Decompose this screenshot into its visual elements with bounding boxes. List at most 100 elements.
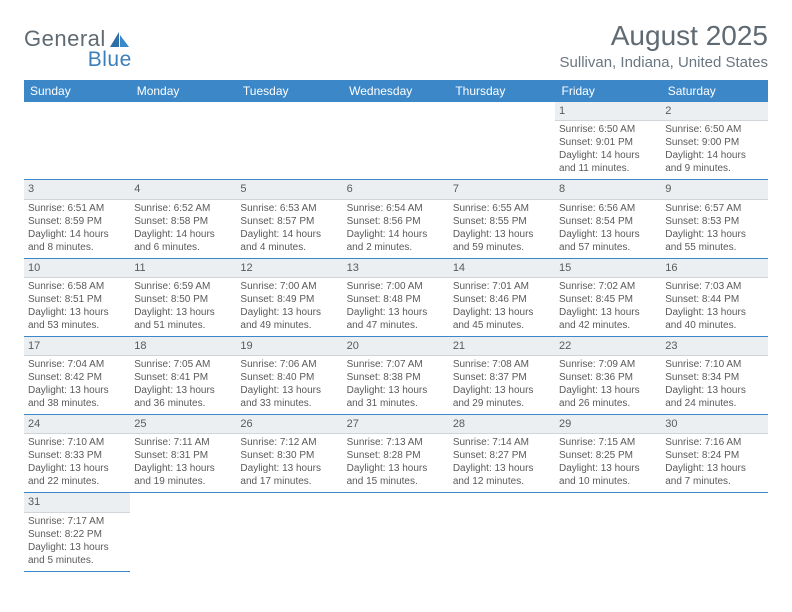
calendar-cell: 11Sunrise: 6:59 AMSunset: 8:50 PMDayligh… — [130, 258, 236, 336]
day-number: 28 — [449, 415, 555, 434]
daylight-text: Daylight: 14 hours and 4 minutes. — [240, 228, 338, 254]
sunset-text: Sunset: 8:50 PM — [134, 293, 232, 306]
day-body: Sunrise: 7:05 AMSunset: 8:41 PMDaylight:… — [130, 356, 236, 414]
daylight-text: Daylight: 14 hours and 6 minutes. — [134, 228, 232, 254]
day-body: Sunrise: 7:16 AMSunset: 8:24 PMDaylight:… — [661, 434, 767, 492]
daylight-text: Daylight: 13 hours and 57 minutes. — [559, 228, 657, 254]
sunset-text: Sunset: 8:48 PM — [347, 293, 445, 306]
day-body: Sunrise: 7:11 AMSunset: 8:31 PMDaylight:… — [130, 434, 236, 492]
calendar-table: SundayMondayTuesdayWednesdayThursdayFrid… — [24, 80, 768, 572]
sunset-text: Sunset: 8:27 PM — [453, 449, 551, 462]
day-number: 30 — [661, 415, 767, 434]
calendar-body: 1Sunrise: 6:50 AMSunset: 9:01 PMDaylight… — [24, 102, 768, 571]
sunset-text: Sunset: 8:41 PM — [134, 371, 232, 384]
day-body: Sunrise: 6:55 AMSunset: 8:55 PMDaylight:… — [449, 200, 555, 258]
sunrise-text: Sunrise: 6:58 AM — [28, 280, 126, 293]
day-number: 7 — [449, 180, 555, 199]
calendar-cell: 4Sunrise: 6:52 AMSunset: 8:58 PMDaylight… — [130, 180, 236, 258]
day-number: 22 — [555, 337, 661, 356]
daylight-text: Daylight: 13 hours and 22 minutes. — [28, 462, 126, 488]
calendar-cell — [236, 493, 342, 571]
sunset-text: Sunset: 8:44 PM — [665, 293, 763, 306]
sunrise-text: Sunrise: 7:13 AM — [347, 436, 445, 449]
sunrise-text: Sunrise: 7:10 AM — [665, 358, 763, 371]
day-body: Sunrise: 7:09 AMSunset: 8:36 PMDaylight:… — [555, 356, 661, 414]
sunset-text: Sunset: 8:45 PM — [559, 293, 657, 306]
daylight-text: Daylight: 13 hours and 15 minutes. — [347, 462, 445, 488]
sunrise-text: Sunrise: 6:50 AM — [665, 123, 763, 136]
calendar-cell: 12Sunrise: 7:00 AMSunset: 8:49 PMDayligh… — [236, 258, 342, 336]
day-body: Sunrise: 7:15 AMSunset: 8:25 PMDaylight:… — [555, 434, 661, 492]
weekday-header: Friday — [555, 80, 661, 102]
weekday-header: Thursday — [449, 80, 555, 102]
sunrise-text: Sunrise: 7:07 AM — [347, 358, 445, 371]
daylight-text: Daylight: 13 hours and 59 minutes. — [453, 228, 551, 254]
calendar-cell: 16Sunrise: 7:03 AMSunset: 8:44 PMDayligh… — [661, 258, 767, 336]
sunset-text: Sunset: 8:54 PM — [559, 215, 657, 228]
day-number: 3 — [24, 180, 130, 199]
day-body: Sunrise: 7:14 AMSunset: 8:27 PMDaylight:… — [449, 434, 555, 492]
daylight-text: Daylight: 13 hours and 47 minutes. — [347, 306, 445, 332]
sunrise-text: Sunrise: 7:12 AM — [240, 436, 338, 449]
daylight-text: Daylight: 13 hours and 49 minutes. — [240, 306, 338, 332]
sunrise-text: Sunrise: 7:00 AM — [240, 280, 338, 293]
daylight-text: Daylight: 13 hours and 5 minutes. — [28, 541, 126, 567]
sunrise-text: Sunrise: 6:54 AM — [347, 202, 445, 215]
calendar-cell — [130, 102, 236, 180]
weekday-header: Wednesday — [343, 80, 449, 102]
sunset-text: Sunset: 8:42 PM — [28, 371, 126, 384]
day-body: Sunrise: 7:02 AMSunset: 8:45 PMDaylight:… — [555, 278, 661, 336]
day-body: Sunrise: 6:54 AMSunset: 8:56 PMDaylight:… — [343, 200, 449, 258]
day-body: Sunrise: 6:53 AMSunset: 8:57 PMDaylight:… — [236, 200, 342, 258]
sunrise-text: Sunrise: 6:57 AM — [665, 202, 763, 215]
day-number: 5 — [236, 180, 342, 199]
calendar-cell: 8Sunrise: 6:56 AMSunset: 8:54 PMDaylight… — [555, 180, 661, 258]
daylight-text: Daylight: 13 hours and 31 minutes. — [347, 384, 445, 410]
sunrise-text: Sunrise: 6:50 AM — [559, 123, 657, 136]
calendar-cell: 9Sunrise: 6:57 AMSunset: 8:53 PMDaylight… — [661, 180, 767, 258]
calendar-head: SundayMondayTuesdayWednesdayThursdayFrid… — [24, 80, 768, 102]
day-body: Sunrise: 6:52 AMSunset: 8:58 PMDaylight:… — [130, 200, 236, 258]
title-block: August 2025 Sullivan, Indiana, United St… — [560, 20, 768, 71]
sunset-text: Sunset: 8:59 PM — [28, 215, 126, 228]
day-number: 14 — [449, 259, 555, 278]
daylight-text: Daylight: 13 hours and 17 minutes. — [240, 462, 338, 488]
calendar-cell: 1Sunrise: 6:50 AMSunset: 9:01 PMDaylight… — [555, 102, 661, 180]
day-number: 23 — [661, 337, 767, 356]
calendar-cell: 2Sunrise: 6:50 AMSunset: 9:00 PMDaylight… — [661, 102, 767, 180]
day-body: Sunrise: 7:08 AMSunset: 8:37 PMDaylight:… — [449, 356, 555, 414]
day-number: 29 — [555, 415, 661, 434]
calendar-cell — [555, 493, 661, 571]
day-number: 19 — [236, 337, 342, 356]
sunrise-text: Sunrise: 6:53 AM — [240, 202, 338, 215]
daylight-text: Daylight: 14 hours and 11 minutes. — [559, 149, 657, 175]
sunset-text: Sunset: 8:37 PM — [453, 371, 551, 384]
daylight-text: Daylight: 13 hours and 36 minutes. — [134, 384, 232, 410]
day-body: Sunrise: 7:03 AMSunset: 8:44 PMDaylight:… — [661, 278, 767, 336]
sunrise-text: Sunrise: 6:52 AM — [134, 202, 232, 215]
day-number: 9 — [661, 180, 767, 199]
daylight-text: Daylight: 13 hours and 26 minutes. — [559, 384, 657, 410]
weekday-header: Tuesday — [236, 80, 342, 102]
calendar-cell: 19Sunrise: 7:06 AMSunset: 8:40 PMDayligh… — [236, 336, 342, 414]
day-body: Sunrise: 7:06 AMSunset: 8:40 PMDaylight:… — [236, 356, 342, 414]
sunrise-text: Sunrise: 6:51 AM — [28, 202, 126, 215]
day-number: 12 — [236, 259, 342, 278]
sunrise-text: Sunrise: 7:01 AM — [453, 280, 551, 293]
day-body: Sunrise: 6:56 AMSunset: 8:54 PMDaylight:… — [555, 200, 661, 258]
calendar-cell: 25Sunrise: 7:11 AMSunset: 8:31 PMDayligh… — [130, 415, 236, 493]
daylight-text: Daylight: 14 hours and 8 minutes. — [28, 228, 126, 254]
daylight-text: Daylight: 13 hours and 40 minutes. — [665, 306, 763, 332]
day-number: 16 — [661, 259, 767, 278]
day-number: 6 — [343, 180, 449, 199]
daylight-text: Daylight: 13 hours and 55 minutes. — [665, 228, 763, 254]
page-header: GeneralBlue August 2025 Sullivan, Indian… — [24, 20, 768, 72]
day-body: Sunrise: 7:07 AMSunset: 8:38 PMDaylight:… — [343, 356, 449, 414]
calendar-cell: 29Sunrise: 7:15 AMSunset: 8:25 PMDayligh… — [555, 415, 661, 493]
day-body: Sunrise: 7:04 AMSunset: 8:42 PMDaylight:… — [24, 356, 130, 414]
calendar-cell — [24, 102, 130, 180]
daylight-text: Daylight: 13 hours and 38 minutes. — [28, 384, 126, 410]
sunrise-text: Sunrise: 7:02 AM — [559, 280, 657, 293]
daylight-text: Daylight: 13 hours and 53 minutes. — [28, 306, 126, 332]
day-body: Sunrise: 6:50 AMSunset: 9:01 PMDaylight:… — [555, 121, 661, 179]
